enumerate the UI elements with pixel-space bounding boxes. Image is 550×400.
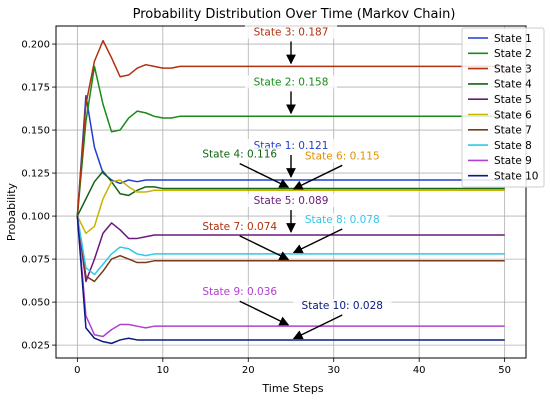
- annotation-state-7: State 7: 0.074: [193, 219, 290, 261]
- legend-label: State 5: [494, 94, 532, 106]
- legend-label: State 1: [494, 33, 532, 45]
- annotation-arrow: [239, 162, 290, 188]
- legend-label: State 3: [494, 63, 532, 75]
- annotation-arrow: [239, 300, 290, 326]
- annotation-label: State 10: 0.028: [302, 300, 383, 312]
- annotation-arrow: [292, 164, 343, 190]
- x-axis-label: Time Steps: [261, 382, 323, 395]
- annotation-state-10: State 10: 0.028: [292, 298, 392, 340]
- series-lines: [76, 39, 505, 345]
- annotation-background: [244, 25, 338, 39]
- annotation-background: [193, 285, 286, 299]
- chart-title: Probability Distribution Over Time (Mark…: [133, 7, 456, 22]
- y-tick-label: 0.100: [21, 212, 50, 223]
- annotation-label: State 8: 0.078: [305, 214, 380, 226]
- annotation-state-9: State 9: 0.036: [193, 285, 290, 326]
- annotation-arrow: [292, 314, 343, 340]
- legend-label: State 7: [494, 125, 532, 137]
- annotation-label: State 7: 0.074: [202, 221, 277, 233]
- series-line-state-5: [76, 215, 505, 283]
- annotation-label: State 2: 0.158: [254, 76, 329, 88]
- annotation-arrow: [292, 228, 343, 254]
- series-line-state-10: [76, 216, 505, 345]
- series-line-state-2: [76, 65, 505, 217]
- annotation-background: [244, 75, 338, 89]
- annotation-label: State 4: 0.116: [202, 149, 277, 161]
- annotation-background: [193, 147, 286, 161]
- y-tick-label: 0.075: [21, 255, 50, 266]
- annotation-label: State 3: 0.187: [254, 26, 329, 38]
- annotation-state-2: State 2: 0.158: [244, 75, 338, 115]
- series-line-state-9: [76, 216, 505, 338]
- annotation-state-8: State 8: 0.078: [292, 212, 389, 254]
- legend: State 1 State 2 State 3 State 4 State 5 State…: [461, 27, 545, 188]
- x-tick-label: 50: [498, 365, 511, 376]
- y-tick-label: 0.025: [21, 341, 50, 352]
- series-line-state-1: [76, 94, 505, 217]
- legend-label: State 9: [494, 155, 532, 167]
- y-tick-label: 0.050: [21, 298, 50, 309]
- x-tick-label: 20: [242, 365, 255, 376]
- annotation-state-5: State 5: 0.089: [244, 194, 338, 233]
- x-tick-label: 0: [74, 365, 80, 376]
- annotation-state-6: State 6: 0.115: [292, 149, 389, 190]
- series-line-state-4: [76, 170, 505, 217]
- y-tick-label: 0.200: [21, 40, 50, 51]
- y-tick-label: 0.125: [21, 169, 50, 180]
- x-tick-label: 30: [327, 365, 340, 376]
- annotation-background: [244, 194, 338, 208]
- y-axis-label: Probability: [5, 182, 18, 241]
- legend-label: State 10: [494, 171, 539, 183]
- series-line-state-3: [76, 39, 505, 217]
- annotation-background: [296, 212, 389, 226]
- legend-label: State 4: [494, 79, 532, 91]
- annotation-label: State 6: 0.115: [305, 150, 380, 162]
- x-tick-label: 10: [156, 365, 169, 376]
- annotation-label: State 9: 0.036: [202, 286, 277, 298]
- legend-label: State 6: [494, 109, 532, 121]
- annotation-background: [296, 149, 389, 163]
- annotation-arrow: [239, 235, 290, 261]
- annotation-background: [193, 219, 286, 233]
- series-line-state-8: [76, 215, 505, 276]
- y-tick-label: 0.150: [21, 126, 50, 137]
- x-tick-label: 40: [413, 365, 426, 376]
- annotation-label: State 5: 0.089: [254, 195, 329, 207]
- legend-box: [461, 27, 545, 188]
- annotation-state-3: State 3: 0.187: [244, 25, 338, 65]
- series-line-state-7: [76, 215, 505, 283]
- y-tick-label: 0.175: [21, 83, 50, 94]
- series-line-state-6: [76, 179, 505, 235]
- annotation-background: [293, 298, 392, 312]
- legend-label: State 8: [494, 140, 532, 152]
- annotation-state-4: State 4: 0.116: [193, 147, 290, 188]
- legend-label: State 2: [494, 48, 532, 60]
